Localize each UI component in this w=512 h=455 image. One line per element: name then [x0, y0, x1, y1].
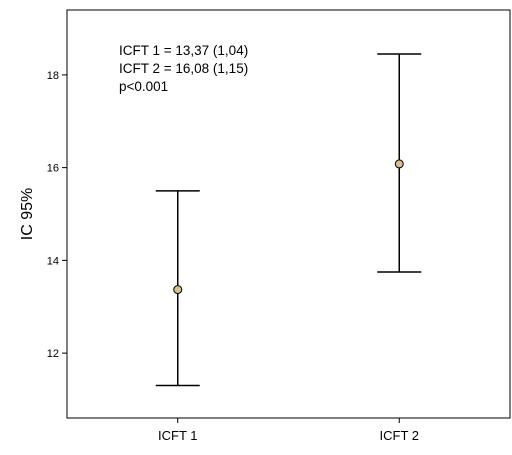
plot-frame	[66, 9, 511, 419]
y-axis-ticks: 12 14 16 18	[47, 70, 67, 360]
mean-point	[394, 159, 404, 169]
annotation-line-2: ICFT 2 = 16,08 (1,15)	[119, 61, 248, 76]
y-tick-label: 16	[47, 163, 59, 175]
mean-point	[173, 285, 183, 295]
annotation-block: ICFT 1 = 13,37 (1,04) ICFT 2 = 16,08 (1,…	[119, 43, 248, 94]
error-bars	[155, 53, 422, 387]
x-tick-label: ICFT 2	[380, 428, 420, 443]
x-tick-label: ICFT 1	[158, 428, 198, 443]
annotation-line-1: ICFT 1 = 13,37 (1,04)	[119, 43, 248, 58]
y-tick-label: 12	[47, 348, 59, 360]
x-axis-ticks: ICFT 1 ICFT 2	[158, 418, 419, 443]
y-tick-label: 18	[47, 70, 59, 82]
annotation-line-3: p<0.001	[119, 79, 168, 94]
y-axis-title: IC 95%	[19, 188, 36, 240]
y-tick-label: 14	[47, 255, 59, 267]
